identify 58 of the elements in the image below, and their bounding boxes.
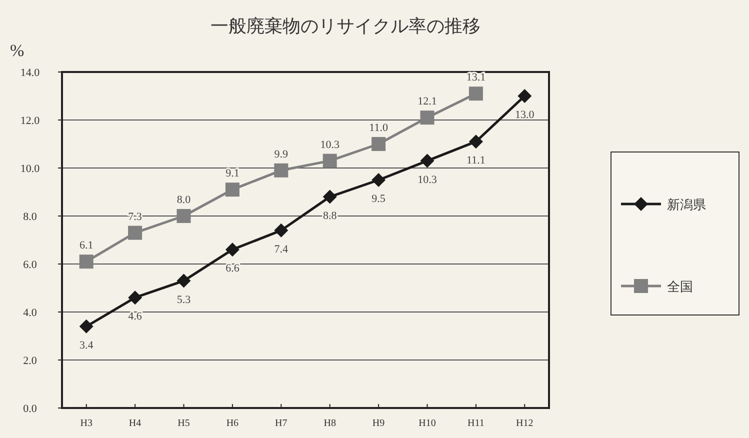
data-label: 9.1 [226,168,240,180]
data-label: 4.6 [128,310,142,323]
x-tick-label: H9 [372,418,385,429]
y-tick-label: 4.0 [23,307,38,319]
data-label: 13.0 [515,109,535,121]
data-label: 12.1 [418,96,437,108]
data-label: 7.4 [274,243,289,256]
x-tick-label: H5 [178,418,190,429]
point [128,226,142,240]
data-label: 9.9 [274,148,289,160]
y-tick-label: 10.0 [20,163,40,175]
point [322,190,337,204]
point [274,223,288,238]
point [225,242,240,257]
point [468,134,483,149]
data-label: 3.4 [79,339,94,352]
x-tick-label: H11 [468,418,484,429]
data-label: 5.3 [176,294,192,306]
x-tick-label: H3 [80,418,92,429]
point [420,110,434,125]
point [468,86,483,101]
point [225,182,240,197]
data-label: 6.1 [79,240,94,252]
data-label: 13.1 [466,72,486,84]
point [128,290,142,305]
x-tick-label: H10 [418,418,436,429]
point [420,154,434,168]
x-tick-label: H7 [275,418,288,429]
point [79,254,94,269]
data-label: 10.3 [418,174,438,186]
y-axis-title: % [10,41,24,60]
data-label: 11.0 [369,122,388,134]
y-tick-label: 2.0 [23,355,38,367]
y-tick-label: 14.0 [20,67,40,79]
data-label: 9.5 [372,193,386,205]
legend-label: 全国 [667,279,693,294]
point [79,319,94,334]
y-tick-label: 12.0 [20,115,40,127]
point [176,274,191,288]
data-label: 6.6 [226,262,240,275]
point [176,209,191,223]
point [372,137,386,151]
data-label: 8.0 [176,194,192,206]
legend-label: 新潟県 [667,197,706,212]
y-tick-label: 6.0 [23,259,38,271]
y-tick-label: 0.0 [23,403,38,415]
data-label: 11.1 [466,154,486,167]
point [322,154,337,168]
point [372,173,386,187]
point [518,89,532,103]
data-label: 10.3 [320,138,340,151]
x-tick-label: H4 [128,418,142,429]
chart-title: 一般廃棄物のリサイクル率の推移 [210,16,480,36]
x-tick-label: H12 [516,418,534,429]
y-tick-label: 8.0 [23,211,38,223]
point [274,163,288,178]
x-tick-label: H6 [226,418,239,429]
x-tick-label: H8 [324,418,336,429]
